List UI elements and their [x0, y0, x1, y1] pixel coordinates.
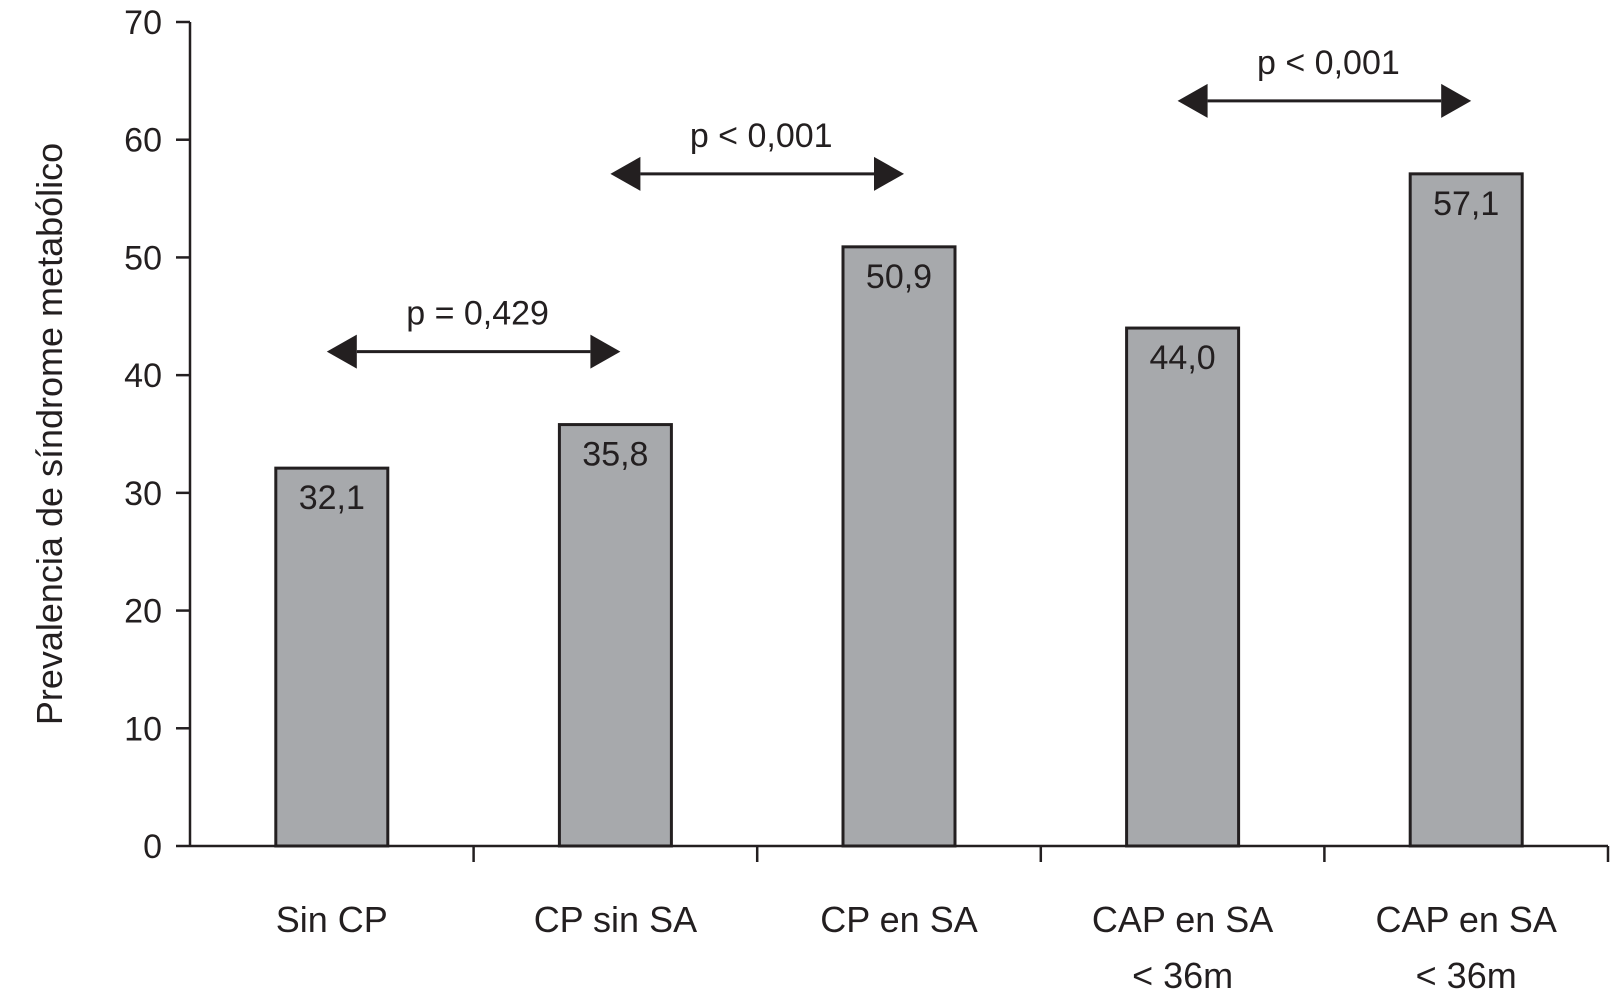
y-tick-label: 50	[124, 239, 162, 277]
p-value-label: p = 0,429	[406, 295, 549, 333]
x-category-label: Sin CP	[276, 899, 388, 940]
x-category-label: CAP en SA	[1375, 899, 1556, 940]
p-value-label: p < 0,001	[690, 117, 833, 155]
bar	[841, 245, 957, 848]
x-category-label: CAP en SA	[1092, 899, 1273, 940]
bar	[274, 466, 390, 848]
arrowhead-left	[1177, 83, 1208, 118]
bar-value-label: 50,9	[866, 258, 932, 296]
bar-value-label: 57,1	[1433, 185, 1499, 223]
arrowhead-left	[610, 156, 641, 191]
y-axis-label-group: Prevalencia de síndrome metabólico	[29, 143, 70, 725]
y-tick-label: 40	[124, 357, 162, 395]
y-axis-label: Prevalencia de síndrome metabólico	[29, 143, 70, 725]
bar	[557, 423, 673, 848]
arrowhead-right	[1441, 83, 1472, 118]
p-value-label: p < 0,001	[1257, 44, 1400, 82]
arrowhead-left	[326, 334, 357, 369]
bar	[1125, 326, 1241, 848]
arrowhead-right	[874, 156, 904, 191]
y-tick-label: 60	[124, 122, 162, 160]
y-tick-label: 70	[124, 4, 162, 42]
arrowhead-right	[590, 334, 621, 369]
bar-value-label: 35,8	[582, 436, 648, 474]
value-labels: 32,1 35,8 50,9 44,0 57,1	[299, 185, 1500, 517]
axes: 0 10 20 30 40 50 60 70	[124, 4, 1610, 866]
x-category-label: CP en SA	[820, 899, 977, 940]
bar-value-label: 32,1	[299, 479, 365, 517]
y-tick-label: 0	[143, 828, 162, 866]
y-tick-label: 10	[124, 710, 162, 748]
x-axis-labels: Sin CP CP sin SA CP en SA CAP en SA < 36m CAP…	[276, 899, 1557, 993]
bar-value-label: 44,0	[1150, 339, 1216, 377]
x-category-label: CP sin SA	[534, 899, 697, 940]
bar	[1408, 172, 1524, 848]
x-category-label: < 36m	[1416, 955, 1517, 993]
comparison-annotations: p = 0,429 p < 0,001 p < 0,001	[326, 44, 1472, 369]
y-tick-label: 20	[124, 593, 162, 631]
y-tick-label: 30	[124, 475, 162, 513]
x-category-label: < 36m	[1132, 955, 1233, 993]
bars	[274, 172, 1524, 848]
